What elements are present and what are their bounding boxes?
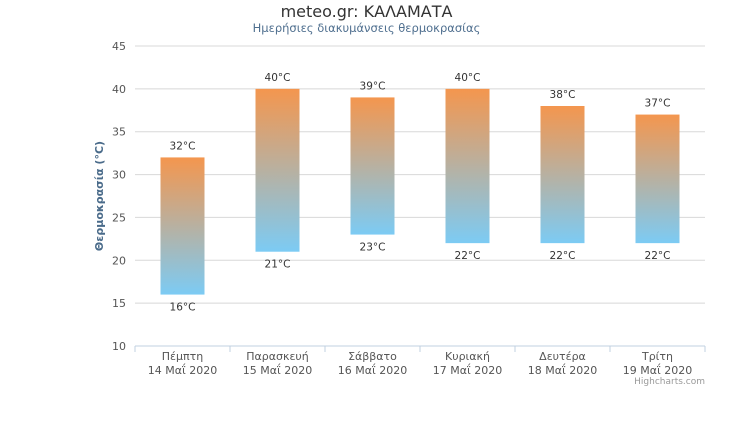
- x-tick-label-day: Κυριακή: [445, 350, 490, 363]
- y-tick-label: 10: [112, 340, 126, 353]
- x-tick-label-day: Τρίτη: [641, 350, 673, 363]
- x-tick-label-day: Παρασκευή: [246, 350, 309, 363]
- x-tick-label-date: 16 Μαΐ 2020: [338, 363, 407, 377]
- x-tick-label-day: Σάββατο: [348, 350, 397, 363]
- low-value-label: 16°C: [170, 302, 196, 314]
- temperature-range-bar: [350, 97, 395, 235]
- chart-subtitle: Ημερήσιες διακυμάνσεις θερμοκρασίας: [252, 21, 481, 35]
- y-tick-label: 25: [112, 211, 126, 224]
- high-value-label: 37°C: [645, 98, 671, 110]
- high-value-label: 40°C: [265, 72, 291, 84]
- credits-link[interactable]: Highcharts.com: [634, 377, 705, 387]
- high-value-label: 39°C: [360, 80, 386, 92]
- x-tick-label-date: 14 Μαΐ 2020: [148, 363, 217, 377]
- y-tick-label: 30: [112, 169, 126, 182]
- chart-title: meteo.gr: ΚΑΛΑΜΑΤΑ: [280, 2, 453, 21]
- temperature-range-bar: [635, 114, 680, 244]
- high-value-label: 32°C: [170, 140, 196, 152]
- y-tick-label: 45: [112, 40, 126, 53]
- x-tick-label-date: 17 Μαΐ 2020: [433, 363, 502, 377]
- low-value-label: 22°C: [455, 250, 481, 262]
- y-tick-label: 20: [112, 254, 126, 267]
- x-tick-label-date: 18 Μαΐ 2020: [528, 363, 597, 377]
- temperature-range-bar: [445, 88, 490, 244]
- x-tick-label-day: Πέμπτη: [162, 350, 203, 363]
- temperature-range-bar: [540, 106, 585, 244]
- y-tick-label: 40: [112, 83, 126, 96]
- low-value-label: 22°C: [645, 250, 671, 262]
- x-tick-label-day: Δευτέρα: [539, 350, 586, 363]
- x-tick-label-date: 19 Μαΐ 2020: [623, 363, 692, 377]
- x-tick-label-date: 15 Μαΐ 2020: [243, 363, 312, 377]
- high-value-label: 38°C: [550, 89, 576, 101]
- y-tick-label: 35: [112, 126, 126, 139]
- low-value-label: 23°C: [360, 242, 386, 254]
- temperature-range-bar: [160, 157, 205, 295]
- low-value-label: 21°C: [265, 259, 291, 271]
- high-value-label: 40°C: [455, 72, 481, 84]
- y-tick-label: 15: [112, 297, 126, 310]
- low-value-label: 22°C: [550, 250, 576, 262]
- y-axis-title: Θερμοκρασία (°C): [93, 141, 106, 251]
- temperature-range-bar: [255, 88, 300, 252]
